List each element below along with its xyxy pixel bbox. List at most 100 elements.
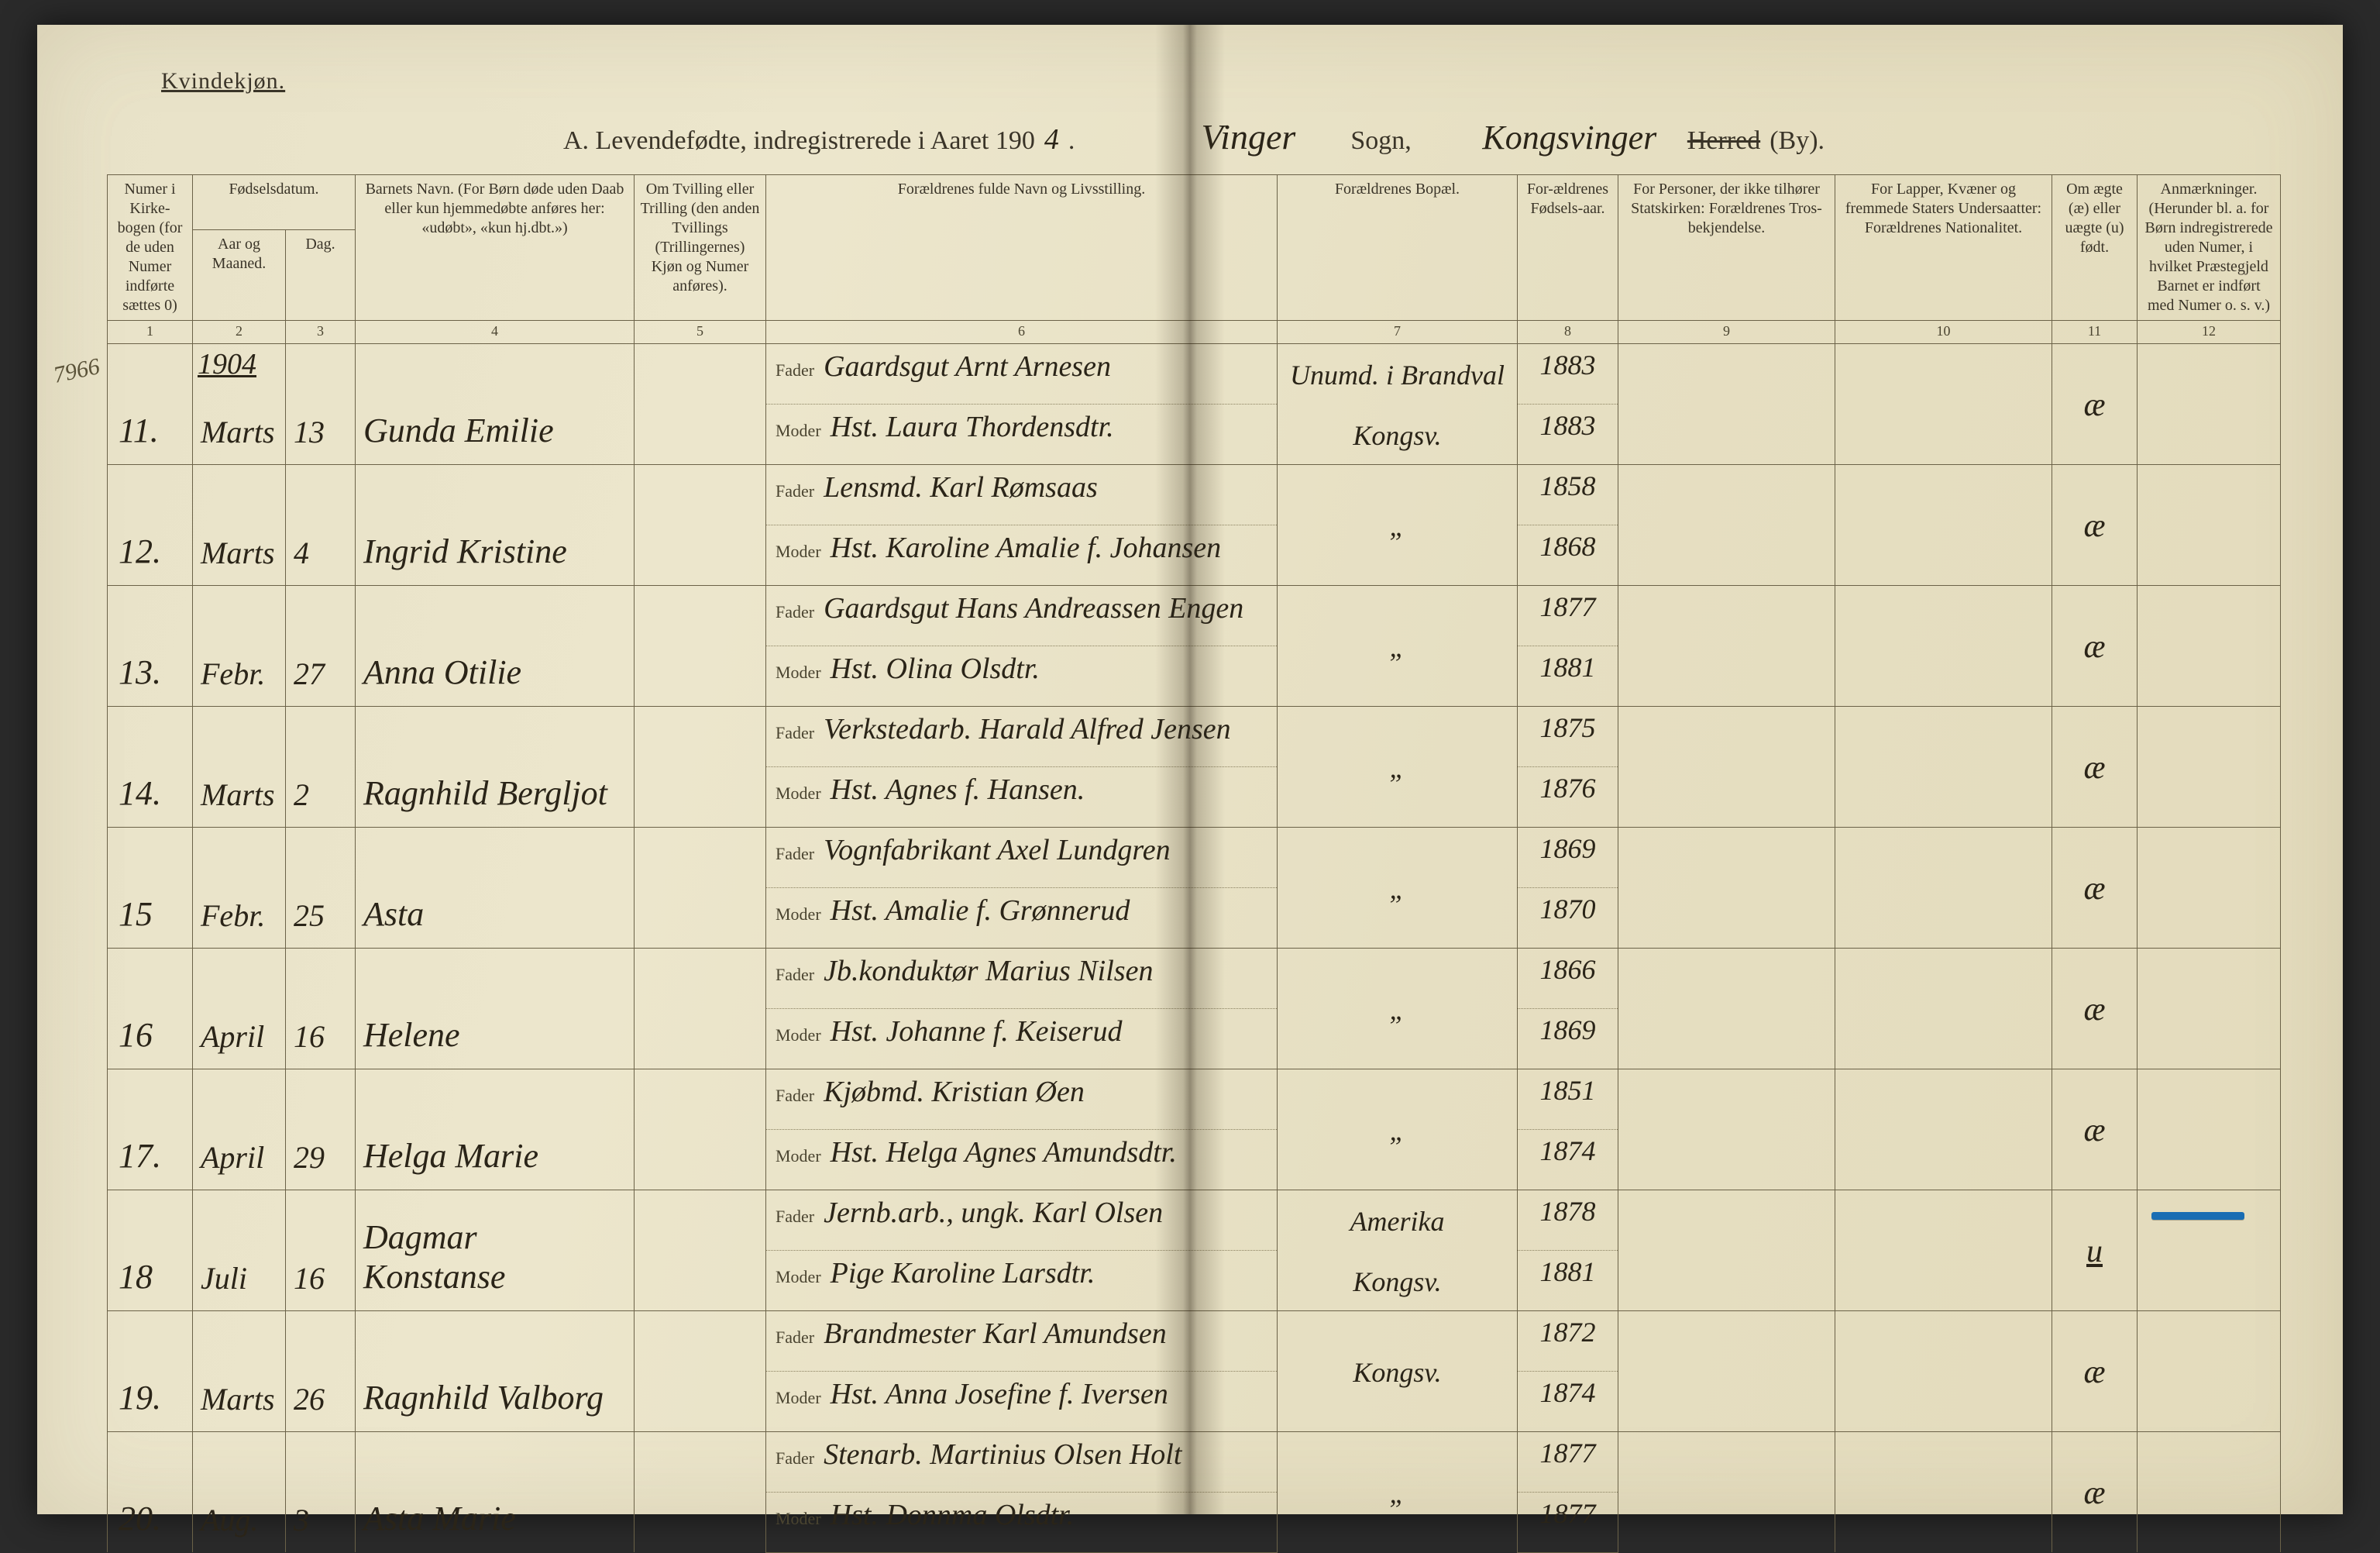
table-row: 12.Marts4Ingrid KristineFaderLensmd. Kar… [108,464,2281,525]
father-name: Verkstedarb. Harald Alfred Jensen [824,713,1231,746]
birth-month: Febr. [193,585,286,706]
col-header-6: Forældrenes fulde Navn og Livsstilling. [766,175,1278,321]
remarks-cell [2138,1069,2281,1190]
father-cell: FaderVognfabrikant Axel Lundgren [766,827,1278,887]
father-name: Jernb.arb., ungk. Karl Olsen [824,1197,1163,1229]
table-row: 17.April29Helga MarieFaderKjøbmd. Kristi… [108,1069,2281,1129]
remarks-cell [2138,585,2281,706]
col-header-11: Om ægte (æ) eller uægte (u) født. [2052,175,2138,321]
faith-cell [1618,827,1835,948]
birth-day: 2 [286,706,356,827]
nationality-cell [1835,706,2052,827]
nationality-cell [1835,343,2052,464]
mother-name: Hst. Olina Olsdtr. [831,653,1040,685]
nationality-cell [1835,948,2052,1069]
child-name: Ragnhild Valborg [356,1310,635,1431]
faith-cell [1618,343,1835,464]
child-name: Helga Marie [356,1069,635,1190]
mother-role-label: Moder [776,904,821,924]
birth-day: 27 [286,585,356,706]
nationality-cell [1835,1310,2052,1431]
colnum-1: 1 [108,321,193,344]
table-row: 13.Febr.27Anna OtilieFaderGaardsgut Hans… [108,585,2281,646]
father-name: Vognfabrikant Axel Lundgren [824,834,1171,866]
father-role-label: Fader [776,1207,814,1226]
col-header-1: Numer i Kirke-bogen (for de uden Numer i… [108,175,193,321]
entry-number: 15 [108,827,193,948]
father-name: Kjøbmd. Kristian Øen [824,1076,1085,1108]
faith-cell [1618,1310,1835,1431]
father-cell: FaderBrandmester Karl Amundsen [766,1310,1278,1371]
table-row: 18Juli16Dagmar KonstanseFaderJernb.arb.,… [108,1190,2281,1250]
birth-day: 13 [286,343,356,464]
mother-cell: ModerHst. Karoline Amalie f. Johansen [766,525,1278,585]
col-header-7: Forældrenes Bopæl. [1278,175,1518,321]
mother-role-label: Moder [776,1025,821,1045]
mother-name: Hst. Amalie f. Grønnerud [831,894,1130,927]
table-row: 15Febr.25AstaFaderVognfabrikant Axel Lun… [108,827,2281,887]
twin-cell [635,827,766,948]
mother-name: Hst. Agnes f. Hansen. [831,773,1085,806]
birth-month: Juli [193,1190,286,1310]
mother-name: Hst. Anna Josefine f. Iversen [831,1378,1168,1410]
entry-number: 18 [108,1190,193,1310]
col-header-4: Barnets Navn. (For Børn døde uden Daab e… [356,175,635,321]
father-role-label: Fader [776,1327,814,1347]
entry-number: 11.7966 [108,343,193,464]
colnum-5: 5 [635,321,766,344]
colnum-12: 12 [2138,321,2281,344]
mother-name: Hst. Johanne f. Keiserud [831,1015,1123,1048]
father-cell: FaderJb.konduktør Marius Nilsen [766,948,1278,1008]
mother-name: Hst. Donnma Olsdtr. [831,1499,1075,1531]
sogn-name: Vinger [1155,116,1341,157]
father-birth-year: 1877 [1518,585,1618,646]
birth-day: 29 [286,1069,356,1190]
legitimacy-mark: æ [2052,585,2138,706]
table-row: 14.Marts2Ragnhild BergljotFaderVerksteda… [108,706,2281,766]
colnum-9: 9 [1618,321,1835,344]
father-birth-year: 1869 [1518,827,1618,887]
residence-mother: Kongsv. [1278,404,1518,464]
mother-birth-year: 1874 [1518,1129,1618,1190]
col-header-2-group: Fødselsdatum. [193,175,356,230]
faith-cell [1618,1431,1835,1552]
faith-cell [1618,706,1835,827]
mother-role-label: Moder [776,783,821,803]
remarks-cell [2138,1310,2281,1431]
legitimacy-mark: æ [2052,1431,2138,1552]
year-heading: 1904 [198,347,256,381]
father-birth-year: 1866 [1518,948,1618,1008]
mother-role-label: Moder [776,421,821,440]
residence-father: Kongsv. [1278,1310,1518,1431]
father-birth-year: 1858 [1518,464,1618,525]
remarks-cell [2138,948,2281,1069]
table-row: 16April16HeleneFaderJb.konduktør Marius … [108,948,2281,1008]
colnum-3: 3 [286,321,356,344]
mother-role-label: Moder [776,1388,821,1407]
father-cell: FaderStenarb. Martinius Olsen Holt [766,1431,1278,1492]
faith-cell [1618,585,1835,706]
colnum-10: 10 [1835,321,2052,344]
col-header-3: Dag. [286,229,356,320]
col-header-2: Aar og Maaned. [193,229,286,320]
table-body: 11.79661904Marts13Gunda EmilieFaderGaard… [108,343,2281,1552]
mother-cell: Moder Hst. Amalie f. Grønnerud [766,887,1278,948]
father-cell: FaderGaardsgut Arnt Arnesen [766,343,1278,404]
remarks-cell [2138,827,2281,948]
birth-month: Febr. [193,827,286,948]
father-birth-year: 1883 [1518,343,1618,404]
birth-day: 26 [286,1310,356,1431]
father-name: Stenarb. Martinius Olsen Holt [824,1438,1181,1471]
father-birth-year: 1851 [1518,1069,1618,1129]
father-birth-year: 1878 [1518,1190,1618,1250]
legitimacy-mark: æ [2052,1310,2138,1431]
birth-day: 3 [286,1431,356,1552]
legitimacy-mark: æ [2052,343,2138,464]
remarks-cell [2138,1190,2281,1310]
residence-father: „ [1278,585,1518,706]
nationality-cell [1835,827,2052,948]
remarks-cell [2138,1431,2281,1552]
mother-cell: ModerHst. Laura Thordensdtr. [766,404,1278,464]
mother-role-label: Moder [776,542,821,561]
father-role-label: Fader [776,965,814,984]
